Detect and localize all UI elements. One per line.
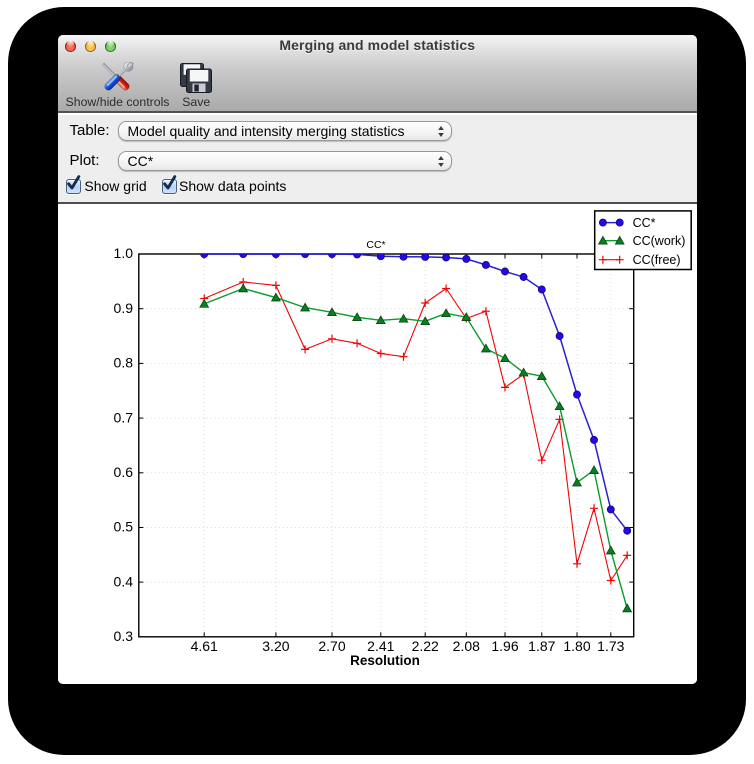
svg-text:1.96: 1.96 <box>491 637 518 653</box>
svg-text:1.0: 1.0 <box>114 245 134 261</box>
svg-text:3.20: 3.20 <box>262 637 289 653</box>
svg-text:CC(work): CC(work) <box>633 234 686 248</box>
svg-text:1.73: 1.73 <box>597 637 624 653</box>
svg-text:CC*: CC* <box>366 239 385 251</box>
svg-text:0.5: 0.5 <box>114 518 134 534</box>
svg-text:CC(free): CC(free) <box>633 253 681 267</box>
svg-text:1.87: 1.87 <box>528 637 555 653</box>
svg-text:0.8: 0.8 <box>114 354 134 370</box>
svg-text:0.6: 0.6 <box>114 464 134 480</box>
svg-text:0.7: 0.7 <box>114 409 134 425</box>
svg-text:2.22: 2.22 <box>412 637 439 653</box>
svg-text:2.08: 2.08 <box>453 637 480 653</box>
svg-text:0.4: 0.4 <box>114 573 134 589</box>
svg-text:2.41: 2.41 <box>367 637 394 653</box>
svg-text:0.3: 0.3 <box>114 628 134 644</box>
svg-text:1.80: 1.80 <box>563 637 590 653</box>
svg-text:CC*: CC* <box>633 216 656 230</box>
svg-text:Resolution: Resolution <box>350 652 420 667</box>
svg-text:4.61: 4.61 <box>191 637 218 653</box>
svg-text:0.9: 0.9 <box>114 299 134 315</box>
svg-text:2.70: 2.70 <box>318 637 345 653</box>
